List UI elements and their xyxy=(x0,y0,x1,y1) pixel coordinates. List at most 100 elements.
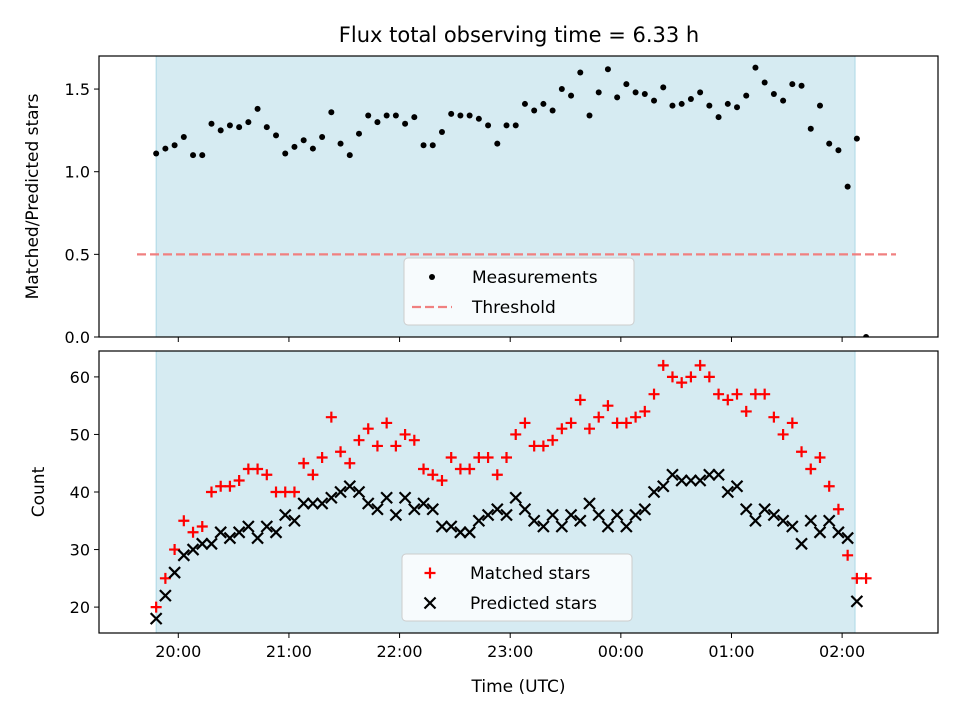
predicted-point xyxy=(712,468,725,482)
predicted-point xyxy=(749,514,762,528)
predicted-point xyxy=(214,526,227,539)
measurement-point xyxy=(789,81,796,88)
x-axis-label: Time (UTC) xyxy=(471,677,566,697)
predicted-point xyxy=(149,612,163,625)
measurement-point xyxy=(512,122,519,129)
predicted-point xyxy=(666,468,679,482)
matched-point xyxy=(169,544,181,556)
predicted-point xyxy=(767,508,781,522)
measurement-point xyxy=(254,105,261,112)
predicted-point xyxy=(352,485,366,499)
matched-point xyxy=(620,417,632,429)
matched-point xyxy=(602,400,614,412)
chart-title: Flux total observing time = 6.33 h xyxy=(339,23,699,47)
predicted-point xyxy=(269,526,283,539)
measurement-point xyxy=(752,64,759,71)
predicted-point xyxy=(758,502,771,516)
matched-point xyxy=(556,423,568,435)
predicted-point xyxy=(804,514,818,528)
predicted-point xyxy=(481,508,495,522)
predicted-point xyxy=(841,531,854,545)
matched-point xyxy=(759,388,771,400)
matched-point xyxy=(325,411,337,423)
measurement-point xyxy=(291,143,298,150)
predicted-point xyxy=(730,479,744,493)
matched-point xyxy=(537,440,549,452)
matched-point xyxy=(722,394,734,406)
matched-point xyxy=(713,388,725,400)
matched-point xyxy=(639,405,651,417)
predicted-point xyxy=(546,508,559,522)
y-tick-label: 1.5 xyxy=(65,80,90,99)
measurement-point xyxy=(346,152,353,159)
measurement-point xyxy=(540,100,547,107)
matched-point xyxy=(851,572,863,584)
predicted-point xyxy=(205,537,218,551)
predicted-point xyxy=(776,514,790,528)
matched-point xyxy=(252,463,264,475)
matched-point xyxy=(731,388,743,400)
predicted-point xyxy=(684,474,698,487)
predicted-point xyxy=(739,502,753,516)
predicted-point xyxy=(168,566,181,579)
predicted-point xyxy=(721,485,735,499)
legend-box xyxy=(403,257,635,326)
predicted-point xyxy=(306,497,320,510)
measurement-point xyxy=(835,147,842,154)
measurement-point xyxy=(641,91,648,98)
predicted-point xyxy=(693,474,707,487)
measurement-point xyxy=(383,112,390,119)
predicted-point xyxy=(223,531,237,545)
measurement-point xyxy=(309,145,316,152)
matched-point xyxy=(501,451,513,463)
measurement-point xyxy=(245,119,252,126)
matched-point xyxy=(362,423,374,435)
predicted-point xyxy=(491,502,504,516)
matched-point xyxy=(371,440,383,452)
matched-point xyxy=(353,434,365,446)
predicted-point xyxy=(832,526,845,539)
matched-point xyxy=(270,486,282,498)
matched-point xyxy=(740,405,752,417)
matched-point xyxy=(823,480,835,492)
matched-point xyxy=(777,428,789,440)
measurement-point xyxy=(411,114,418,121)
measurement-point xyxy=(687,95,694,102)
predicted-point xyxy=(288,514,301,528)
matched-point xyxy=(482,451,494,463)
matched-point xyxy=(335,446,347,458)
measurement-point xyxy=(273,132,280,139)
predicted-point xyxy=(601,520,615,533)
matched-point xyxy=(298,457,310,469)
x-tick-label: 23:00 xyxy=(487,642,533,661)
predicted-point xyxy=(850,595,864,608)
measurement-point xyxy=(807,125,814,132)
measurement-point xyxy=(217,127,224,134)
predicted-point xyxy=(325,491,338,505)
y-tick-label: 60 xyxy=(70,368,90,387)
measurement-point xyxy=(236,124,243,131)
matched-point xyxy=(187,526,199,538)
predicted-point xyxy=(638,502,652,516)
measurement-point xyxy=(697,89,704,96)
matched-point xyxy=(583,423,595,435)
measurement-point xyxy=(355,130,362,137)
matched-point xyxy=(205,486,217,498)
predicted-point xyxy=(361,497,375,510)
matched-point xyxy=(630,411,642,423)
x-tick-label: 01:00 xyxy=(708,642,754,661)
measurement-point xyxy=(844,183,851,190)
matched-point xyxy=(528,440,540,452)
matched-point xyxy=(408,434,420,446)
matched-point xyxy=(215,480,227,492)
measurement-point xyxy=(577,69,584,76)
measurement-point xyxy=(568,92,575,99)
predicted-point xyxy=(656,479,670,493)
matched-point xyxy=(860,572,872,584)
measurement-point xyxy=(660,84,667,91)
measurement-point xyxy=(521,100,528,107)
legend-label: Measurements xyxy=(472,268,598,288)
predicted-point xyxy=(186,543,200,556)
measurement-point xyxy=(734,104,741,111)
predicted-point xyxy=(509,491,523,505)
